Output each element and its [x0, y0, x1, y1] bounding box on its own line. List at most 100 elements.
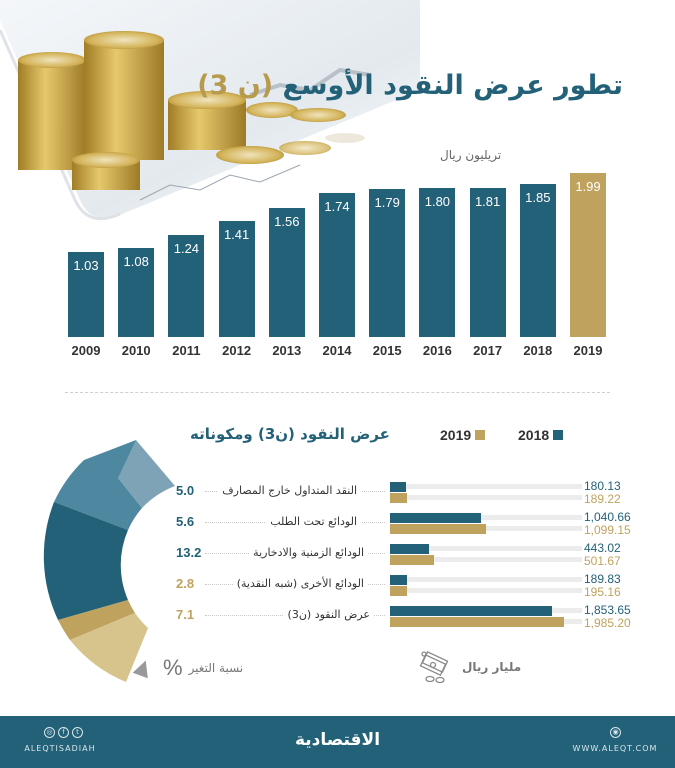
x-tick-label: 2016 [422, 343, 452, 358]
legend-2018: 2018 [518, 427, 564, 443]
bar-2016: 1.80 [419, 188, 456, 337]
bar-2012: 1.41 [218, 221, 255, 337]
x-tick-label: 2011 [172, 343, 201, 358]
legend-2019-label: 2019 [440, 427, 472, 443]
row-change-pct: 2.8 [176, 576, 195, 591]
value-2018: 1,040.66 [584, 510, 631, 524]
section-divider [65, 392, 610, 393]
bar-track [390, 546, 582, 551]
bar-2014: 1.74 [319, 193, 355, 337]
legend-2018-label: 2018 [518, 427, 550, 443]
bar-value-label: 1.03 [73, 258, 99, 273]
title-accent: (ن 3) [197, 70, 274, 101]
brand-logo: الاقتصادية [294, 730, 381, 750]
hbar-2018 [390, 482, 406, 492]
x-tick-label: 2013 [272, 343, 302, 358]
page-title: تطور عرض النقود الأوسع (ن 3) [197, 70, 623, 101]
hbar-2018 [390, 575, 407, 585]
social-icons: ◎ f t [44, 727, 83, 738]
value-2018: 180.13 [584, 479, 621, 493]
value-2018: 443.02 [584, 541, 621, 555]
row-change-pct: 7.1 [176, 607, 195, 622]
bar-track [390, 515, 582, 520]
hero-coins-image [0, 0, 420, 225]
percent-symbol: % [163, 655, 183, 680]
donut-segment-5 [70, 613, 148, 682]
bar-2009: 1.03 [68, 252, 104, 337]
row-label: الودائع الزمنية والادخارية [249, 546, 368, 559]
x-tick-label: 2019 [573, 343, 603, 358]
hbar-2018 [390, 513, 481, 523]
hbar-2018 [390, 544, 429, 554]
bar-2018: 1.85 [519, 184, 556, 337]
change-pct-half-donut [43, 440, 175, 682]
twitter-icon[interactable]: t [72, 727, 83, 738]
donut-segment-3 [43, 502, 128, 620]
value-2019: 501.67 [584, 554, 621, 568]
hbar-2019 [390, 586, 407, 596]
instagram-icon[interactable]: ◎ [44, 727, 55, 738]
hbar-2018 [390, 606, 552, 616]
legend-2019: 2019 [440, 427, 486, 443]
bar-track [390, 577, 582, 582]
bar-2011: 1.24 [168, 235, 205, 337]
bar-2015: 1.79 [369, 189, 406, 337]
bar-value-label: 1.85 [525, 190, 551, 205]
x-tick-label: 2018 [523, 343, 553, 358]
row-label: الودائع الأخرى (شبه النقدية) [232, 577, 368, 590]
legend-2019-swatch [475, 430, 486, 440]
legend-2018-swatch [553, 430, 564, 440]
money-icon [419, 651, 449, 684]
row-label: الودائع تحت الطلب [266, 515, 361, 528]
x-tick-label: 2010 [121, 343, 151, 358]
x-tick-label: 2009 [71, 343, 101, 358]
row-change-pct: 5.0 [176, 483, 195, 498]
row-label: عرض النقود (ن3) [283, 608, 374, 621]
bar-value-label: 1.56 [274, 214, 300, 229]
bar-track [390, 557, 582, 562]
row-change-pct: 5.6 [176, 514, 195, 529]
coins-illustration [0, 0, 420, 221]
bar-value-label: 1.81 [474, 194, 501, 209]
up-triangle-icon [132, 657, 154, 679]
x-tick-label: 2012 [222, 343, 252, 358]
globe-icon: ◉ [610, 727, 621, 738]
title-main: تطور عرض النقود الأوسع [282, 70, 623, 101]
site-icon-wrap: ◉ [610, 727, 621, 738]
pct-caption-text: نسبة التغير [188, 661, 244, 675]
value-2019: 1,099.15 [584, 523, 631, 537]
bar-track [390, 526, 582, 531]
value-2018: 189.83 [584, 572, 621, 586]
bar-2017: 1.81 [469, 188, 506, 337]
donut-segment-4 [58, 600, 135, 640]
money-supply-bar-chart: 1.03 2009 1.08 2010 1.24 2011 1.41 2012 1.56 2013… [0, 0, 675, 370]
website-link[interactable]: WWW.ALEQT.COM [572, 744, 658, 753]
unit-label-billion: مليار ريال [418, 650, 521, 684]
pct-change-caption: % نسبة التغير [132, 655, 244, 681]
bar-track [390, 495, 582, 500]
bar-value-label: 1.41 [223, 227, 250, 242]
footer: ◎ f t ALEQTISADIAH الاقتصادية ◉ WWW.ALEQ… [0, 716, 675, 768]
bar-track [390, 484, 582, 489]
value-2018: 1,853.65 [584, 603, 631, 617]
bar-value-label: 1.80 [424, 194, 451, 209]
hbar-2019 [390, 555, 434, 565]
bar-value-label: 1.99 [575, 179, 601, 194]
value-2019: 195.16 [584, 585, 621, 599]
donut-segment-1 [118, 440, 175, 508]
social-handle[interactable]: ALEQTISADIAH [24, 744, 96, 753]
value-2019: 1,985.20 [584, 616, 631, 630]
bar-value-label: 1.74 [324, 199, 350, 214]
hbar-2019 [390, 493, 407, 503]
facebook-icon[interactable]: f [58, 727, 69, 738]
x-tick-label: 2014 [322, 343, 352, 358]
row-change-pct: 13.2 [176, 545, 202, 560]
x-tick-label: 2015 [372, 343, 402, 358]
bar-2019: 1.99 [570, 173, 606, 337]
hbar-2019 [390, 524, 486, 534]
bar-value-label: 1.08 [123, 254, 149, 269]
unit-label-trillion: تريليون ريال [440, 148, 502, 162]
bar-value-label: 1.79 [374, 195, 400, 210]
value-2019: 189.22 [584, 492, 621, 506]
components-title: عرض النقود (ن3) ومكوناته [190, 425, 390, 443]
